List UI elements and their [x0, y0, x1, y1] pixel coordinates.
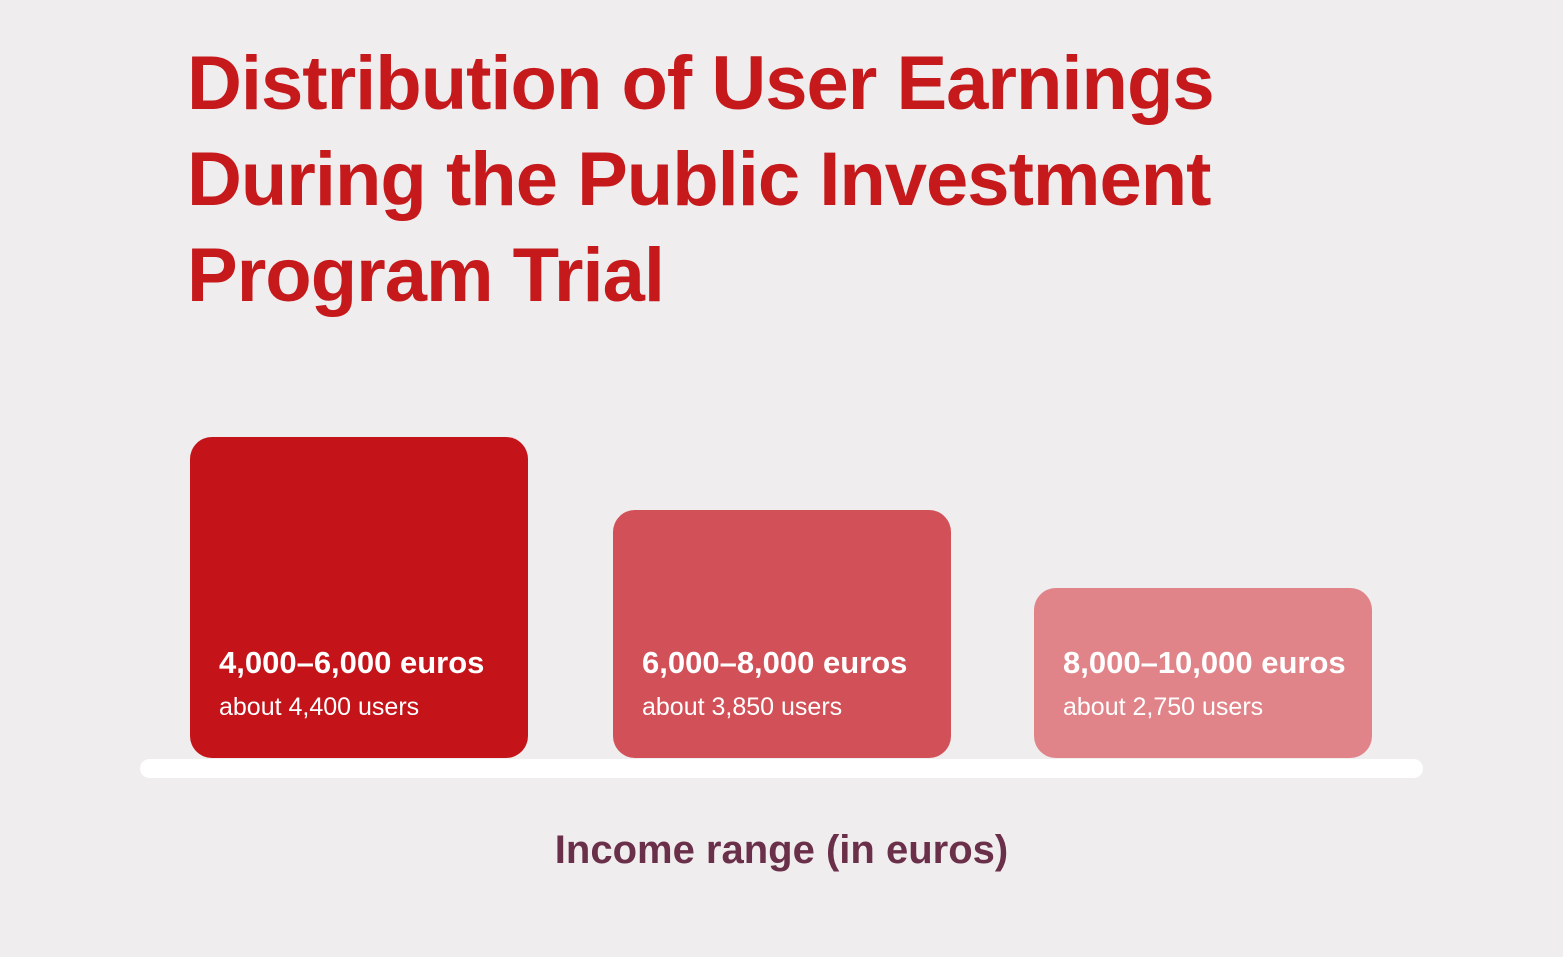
bar-range-label: 6,000–8,000 euros [642, 645, 908, 680]
title-line-1: Distribution of User Earnings [187, 41, 1215, 126]
x-axis-title: Income range (in euros) [554, 828, 1009, 872]
title-line-3: Program Trial [187, 233, 665, 318]
page-title: Distribution of User Earnings During the… [187, 36, 1215, 324]
bar-users-label: about 4,400 users [219, 693, 420, 721]
bar-range-label: 4,000–6,000 euros [219, 645, 485, 680]
x-axis-baseline [140, 759, 1423, 778]
bar-label-block: 6,000–8,000 euros about 3,850 users [642, 645, 943, 722]
title-line-2: During the Public Investment [187, 137, 1211, 222]
bar-label-block: 4,000–6,000 euros about 4,400 users [219, 645, 520, 722]
bar-income-4000-6000: 4,000–6,000 euros about 4,400 users [190, 437, 528, 758]
bar-income-8000-10000: 8,000–10,000 euros about 2,750 users [1034, 588, 1372, 758]
bar-users-label: about 3,850 users [642, 693, 843, 721]
bar-range-label: 8,000–10,000 euros [1063, 645, 1346, 680]
bar-users-label: about 2,750 users [1063, 693, 1264, 721]
bar-label-block: 8,000–10,000 euros about 2,750 users [1063, 645, 1364, 722]
bar-income-6000-8000: 6,000–8,000 euros about 3,850 users [613, 510, 951, 758]
